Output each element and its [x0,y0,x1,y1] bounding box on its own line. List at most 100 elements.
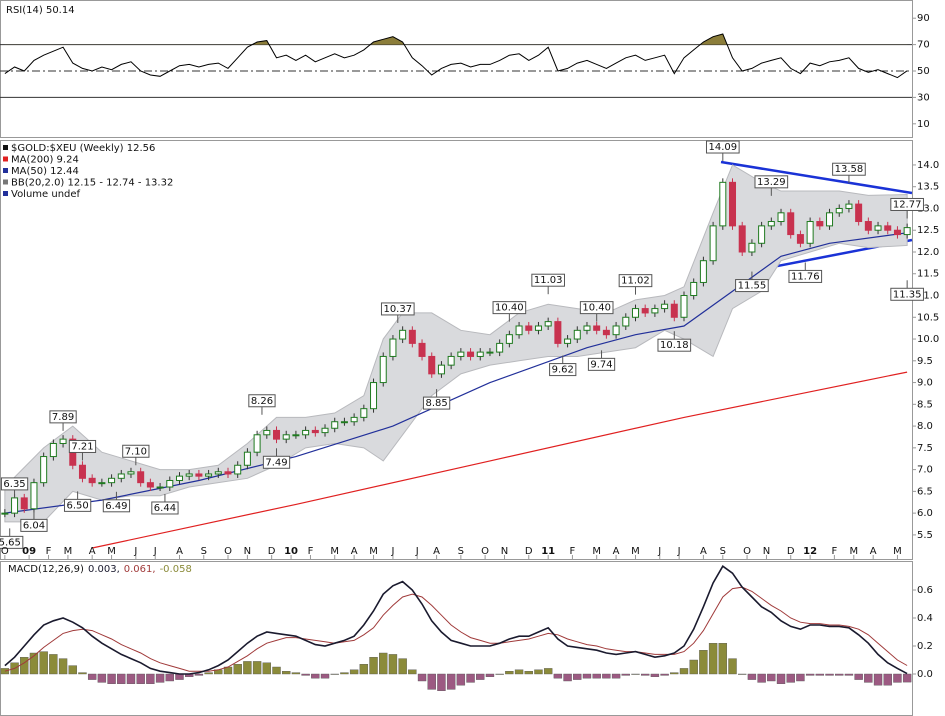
histogram-bar [20,657,29,675]
candle [457,351,465,357]
histogram-bar [97,673,107,683]
histogram-bar [902,673,912,683]
histogram-bar [340,672,349,675]
annotation-box [0,477,29,491]
candle [758,225,766,244]
annotation-box [63,498,92,512]
legend-swatch [3,179,8,185]
legend-bg [2,3,94,16]
histogram-bar [398,658,407,675]
candle [370,382,378,410]
annotation-box [788,269,823,283]
y-tick-label: 30 [917,92,930,103]
bollinger-band [4,164,908,523]
x-tick-label: M [369,546,378,557]
annotation-label: 10.37 [383,304,412,315]
y-tick-label: 0.2 [917,641,933,652]
legend-swatch [3,145,8,150]
legend-text: $GOLD:$XEU (Weekly) 12.56 [11,143,155,154]
x-tick-label: A [351,546,358,557]
annotation-label: 9.62 [552,365,574,376]
candle [146,482,154,488]
histogram-bar [505,671,514,675]
legend-text: RSI(14) 50.14 [6,5,75,16]
candle [117,473,125,479]
candle [379,355,387,384]
y-tick-label: 7.0 [917,465,933,476]
candle [826,212,834,227]
candle [602,329,610,336]
legend-text: BB(20,2.0) 12.15 - 12.74 - 13.32 [11,178,173,189]
annotation-box [122,444,150,458]
candle [729,181,737,227]
candle [127,471,135,475]
signal-line [4,586,908,672]
candle [496,342,504,353]
legend-swatch [3,168,8,173]
annotation-box [657,338,692,352]
histogram-bar [126,673,136,685]
candle [583,325,591,331]
candle [185,473,193,477]
candle [661,303,669,310]
candle [350,416,358,423]
annotation-box [890,197,924,211]
y-tick-label: 10.5 [917,312,939,323]
histogram-bar [107,673,116,685]
x-tick-label: J [390,546,394,557]
histogram-bar [864,673,873,683]
histogram-bar [291,672,301,675]
candle [273,429,281,440]
histogram-bar [640,673,650,676]
candle [573,329,581,340]
annotation-box [262,455,291,469]
histogram-bar [68,665,77,675]
x-tick-label: N [501,546,508,557]
histogram-bar [466,673,475,683]
x-tick-label: 11 [541,546,555,557]
histogram-bar [524,671,533,675]
histogram-bar [815,673,825,676]
histogram-bar [388,654,398,675]
legend-text: MACD(12,26,9) 0.003, 0.061, -0.058 [8,564,192,575]
candle [845,203,853,209]
annotation-box [579,301,614,315]
candle [447,355,455,366]
y-tick-label: 7.5 [917,443,933,454]
y-tick-label: 0.6 [917,585,933,596]
x-tick-label: J [657,546,661,557]
x-tick-label: A [870,546,877,557]
histogram-bar [708,643,718,675]
histogram-bar [282,671,291,675]
histogram-bar [873,673,883,686]
candle [331,421,339,429]
legend-part: -0.058 [160,564,192,575]
candle [505,334,513,344]
y-tick-label: 9.5 [917,356,933,367]
histogram-bar [602,673,611,679]
annotation-label: 11.03 [534,275,563,286]
histogram-bar [796,673,805,682]
histogram-bar [39,651,48,675]
candle [389,338,397,357]
candle [408,329,416,344]
histogram-bar [311,673,320,679]
legend-part: 0.061, [124,564,156,575]
y-tick-label: 8.0 [917,421,933,432]
histogram-bar [757,673,766,683]
histogram-bar [679,668,689,675]
candle [534,325,542,331]
histogram-bar [621,673,630,676]
candle [49,442,57,458]
macd-line [4,565,908,675]
candle [175,475,183,481]
annotation-box [380,302,415,316]
candle [544,321,552,327]
annotation-box [68,439,97,453]
histogram-bar [320,673,330,679]
x-tick-label: A [700,546,707,557]
candle [234,464,242,475]
candle [1,512,9,515]
candle [214,471,222,475]
